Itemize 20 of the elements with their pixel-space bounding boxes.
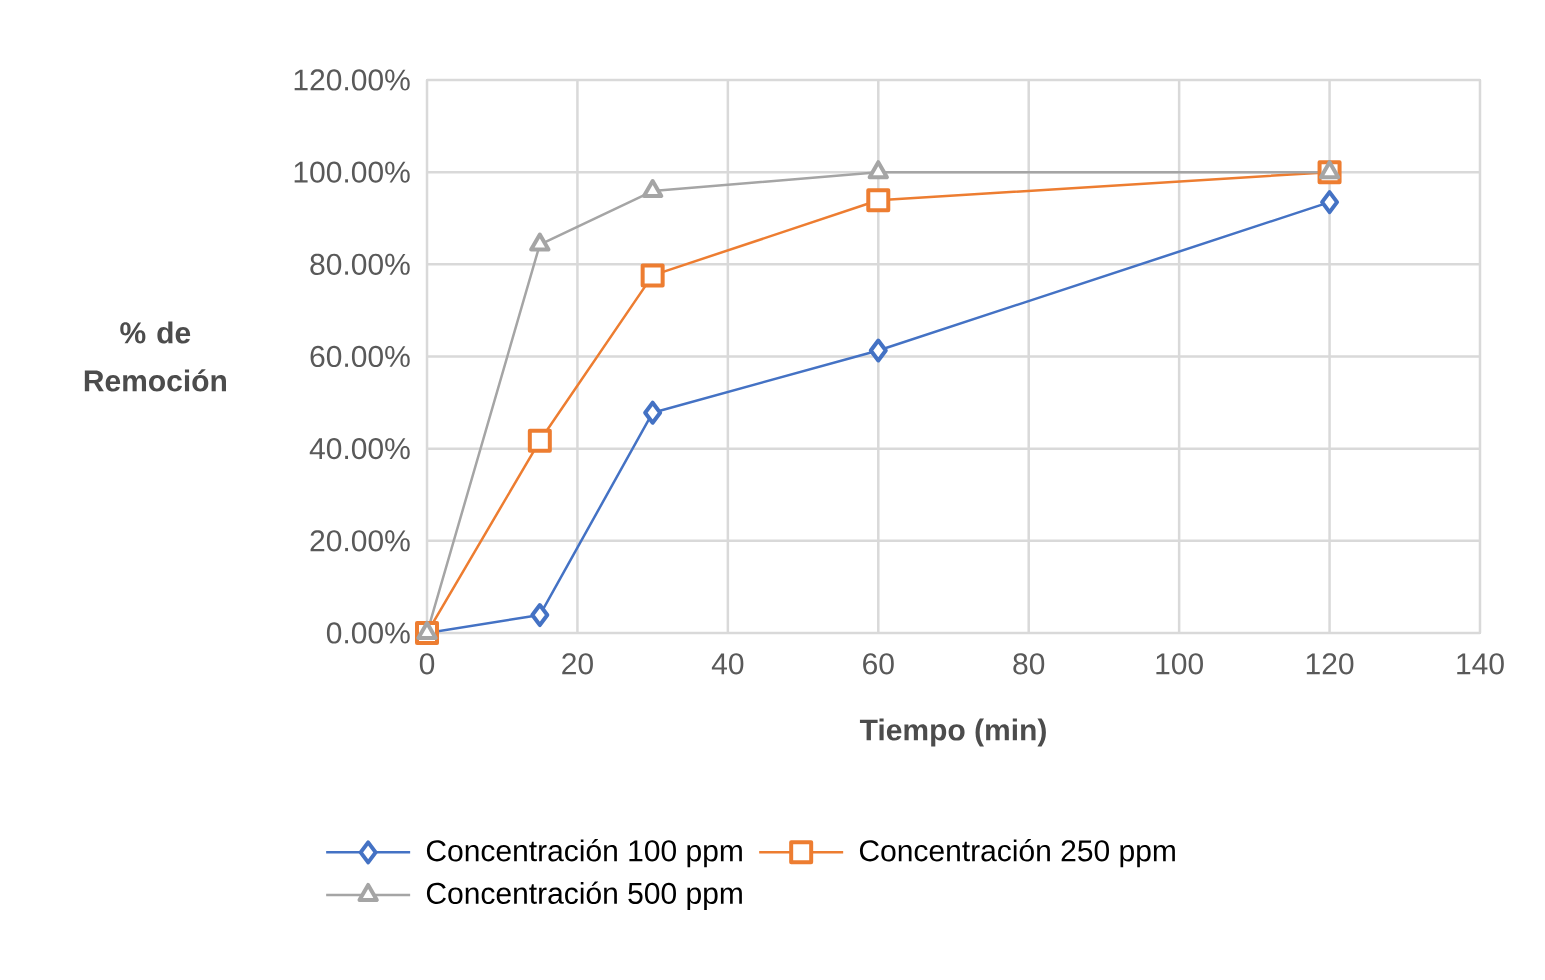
y-tick-label: 80.00% <box>310 253 410 275</box>
y-tick-label: 0.00% <box>326 622 410 644</box>
x-tick-label: 40 <box>711 653 744 675</box>
x-tick-label: 0 <box>419 653 435 675</box>
y-tick-label: 40.00% <box>309 438 410 460</box>
y-tick-label: 20.00% <box>310 530 410 552</box>
x-tick-label: 20 <box>562 653 593 675</box>
y-tick-label: 60.00% <box>310 345 410 368</box>
y-tick-label: 120.00% <box>294 69 410 91</box>
x-tick-label: 60 <box>863 653 894 675</box>
x-tick-label: 140 <box>1457 653 1504 675</box>
y-axis-title: % de Remoción <box>84 321 226 392</box>
legend-label: Concentración 100 ppm <box>426 839 742 868</box>
x-axis-title: Tiempo (min) <box>859 718 1046 747</box>
legend-label: Concentración 250 ppm <box>859 839 1175 868</box>
x-tick-label: 120 <box>1306 653 1354 675</box>
legend-label: Concentración 500 ppm <box>426 881 742 910</box>
x-tick-label: 80 <box>1013 653 1045 675</box>
y-tick-label: 100.00% <box>294 161 410 183</box>
x-tick-label: 100 <box>1156 653 1203 675</box>
